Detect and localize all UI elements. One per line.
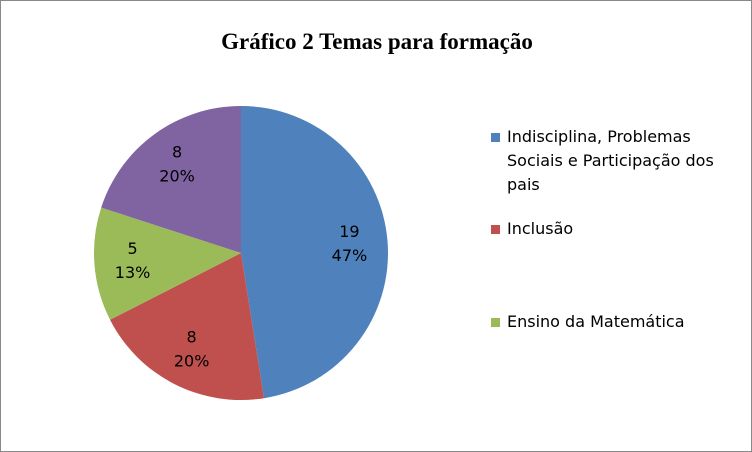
percent-label: 47% [332,246,368,265]
percent-label: 20% [159,166,195,185]
value-label: 5 [127,239,137,258]
legend-item: Inclusão [491,217,747,241]
value-label: 19 [339,222,359,241]
legend-item: Ensino da Matemática [491,310,747,334]
legend-swatch [491,225,500,234]
value-label: 8 [187,327,197,346]
percent-label: 13% [115,263,151,282]
legend-label: Ensino da Matemática [507,312,685,331]
legend-swatch [491,133,500,142]
legend-label: Inclusão [507,219,574,238]
legend-label: Indisciplina, Problemas Sociais e Partic… [507,127,714,194]
legend-swatch [491,318,500,327]
chart-title: Gráfico 2 Temas para formação [221,29,533,54]
pie-slice [241,106,388,399]
pie-slice [110,253,264,400]
pie-slice [93,207,241,320]
value-label: 8 [172,142,182,161]
legend-item: Indisciplina, Problemas Sociais e Partic… [491,125,747,197]
pie-slice [101,106,241,253]
percent-label: 20% [174,351,210,370]
